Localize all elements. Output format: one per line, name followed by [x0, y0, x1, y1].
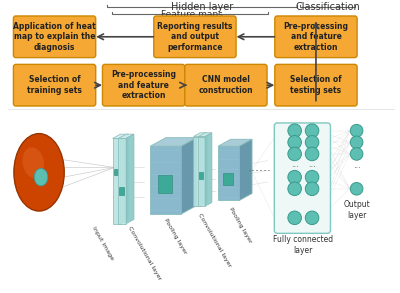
Circle shape — [305, 124, 319, 137]
Circle shape — [305, 211, 319, 225]
Text: Pooling layer: Pooling layer — [228, 206, 253, 244]
Circle shape — [350, 183, 363, 195]
Polygon shape — [199, 172, 203, 179]
Polygon shape — [240, 139, 252, 200]
Polygon shape — [114, 169, 118, 175]
Text: Selection of
training sets: Selection of training sets — [27, 76, 82, 95]
Text: ......: ...... — [248, 161, 272, 174]
Polygon shape — [150, 138, 197, 146]
Polygon shape — [118, 134, 134, 138]
Ellipse shape — [22, 147, 44, 178]
Ellipse shape — [34, 168, 48, 186]
FancyBboxPatch shape — [102, 64, 185, 106]
Circle shape — [305, 136, 319, 149]
Polygon shape — [113, 134, 128, 138]
Text: Feature maps: Feature maps — [161, 10, 223, 19]
Text: Reporting results
and output
performance: Reporting results and output performance — [157, 22, 233, 52]
FancyBboxPatch shape — [154, 16, 236, 58]
FancyBboxPatch shape — [14, 16, 96, 58]
Circle shape — [288, 124, 302, 137]
Text: Classification: Classification — [295, 2, 360, 12]
Polygon shape — [218, 146, 240, 200]
Text: ...: ... — [353, 161, 360, 170]
Polygon shape — [150, 146, 181, 214]
Polygon shape — [223, 173, 233, 185]
Polygon shape — [218, 139, 252, 146]
Circle shape — [288, 211, 302, 225]
Polygon shape — [113, 138, 120, 224]
Text: ...: ... — [308, 160, 316, 169]
Text: Pre-processing
and feature
extraction: Pre-processing and feature extraction — [284, 22, 348, 52]
Circle shape — [305, 182, 319, 195]
Text: Convolutional layer: Convolutional layer — [127, 226, 162, 281]
Polygon shape — [126, 134, 134, 224]
Text: Convolutional layer: Convolutional layer — [197, 212, 232, 268]
Text: Pooling layer: Pooling layer — [164, 218, 188, 255]
FancyBboxPatch shape — [275, 16, 357, 58]
Polygon shape — [194, 133, 207, 137]
Polygon shape — [120, 187, 124, 195]
Circle shape — [305, 147, 319, 161]
Text: Application of heat
map to explain the
diagnosis: Application of heat map to explain the d… — [13, 22, 96, 52]
Circle shape — [350, 148, 363, 160]
Polygon shape — [120, 134, 128, 224]
Circle shape — [350, 125, 363, 137]
Polygon shape — [158, 175, 172, 193]
Polygon shape — [205, 133, 212, 206]
Circle shape — [305, 171, 319, 184]
FancyBboxPatch shape — [274, 123, 330, 233]
Text: Fully connected
layer: Fully connected layer — [273, 235, 334, 255]
FancyBboxPatch shape — [14, 64, 96, 106]
Text: Output
layer: Output layer — [343, 200, 370, 220]
Circle shape — [350, 136, 363, 149]
Polygon shape — [200, 133, 207, 206]
Circle shape — [288, 136, 302, 149]
Circle shape — [288, 171, 302, 184]
Text: Hidden layer: Hidden layer — [170, 2, 233, 12]
Ellipse shape — [14, 134, 64, 211]
Text: CNN model
construction: CNN model construction — [198, 76, 253, 95]
Text: Input image: Input image — [91, 226, 114, 261]
Polygon shape — [194, 137, 200, 206]
Text: Pre-processing
and feature
extraction: Pre-processing and feature extraction — [111, 70, 176, 100]
Polygon shape — [198, 133, 212, 137]
Circle shape — [288, 147, 302, 161]
Polygon shape — [198, 137, 205, 206]
Polygon shape — [118, 138, 126, 224]
Text: ...: ... — [291, 160, 298, 169]
Circle shape — [288, 182, 302, 195]
FancyBboxPatch shape — [275, 64, 357, 106]
Text: Selection of
testing sets: Selection of testing sets — [290, 76, 342, 95]
FancyBboxPatch shape — [185, 64, 267, 106]
Polygon shape — [181, 138, 197, 214]
